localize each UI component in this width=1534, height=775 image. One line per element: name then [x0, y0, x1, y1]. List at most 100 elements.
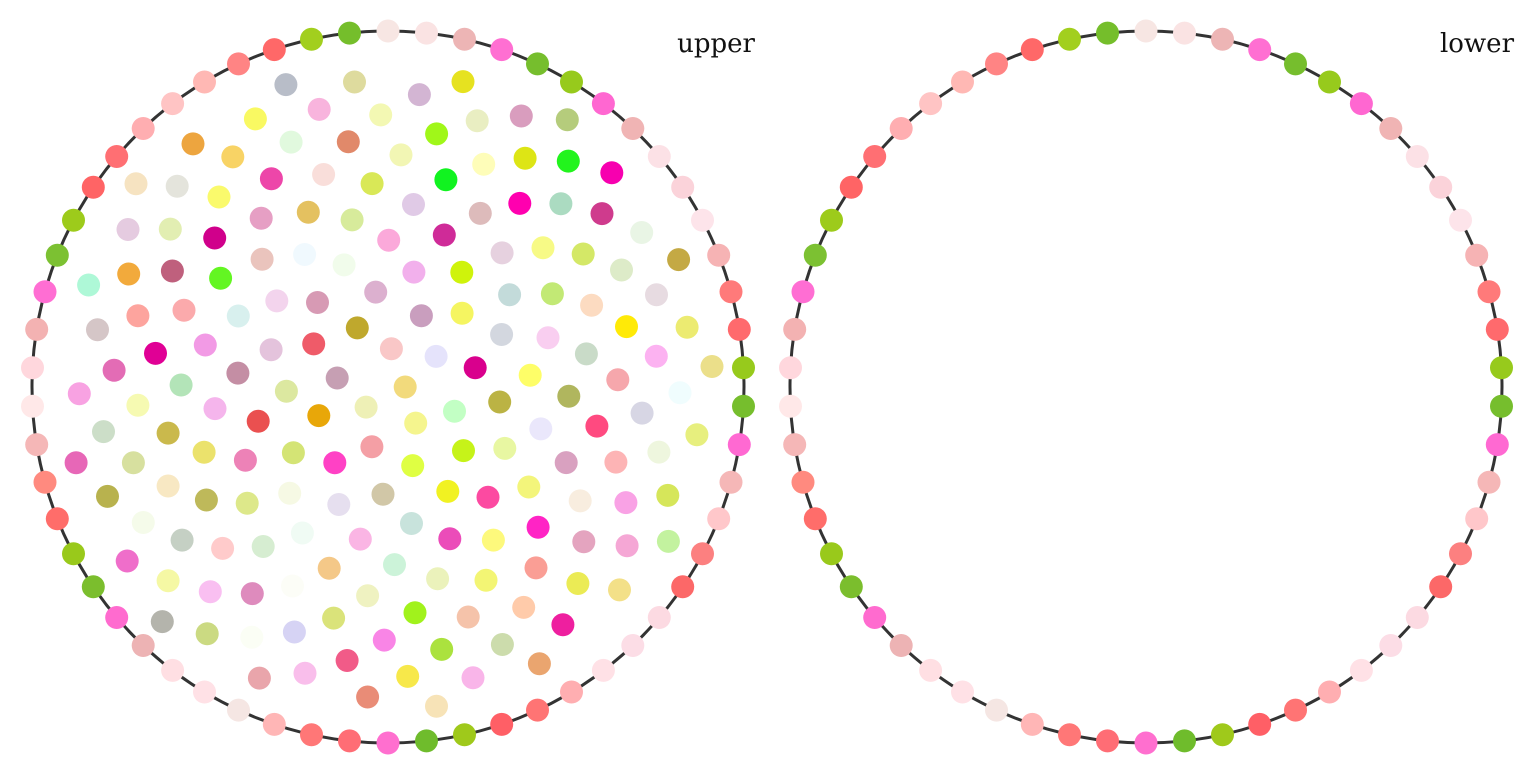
upper-boundary-point: [732, 356, 755, 380]
upper-boundary-point: [193, 680, 216, 704]
upper-boundary-point: [526, 698, 549, 722]
upper-interior-point: [452, 439, 475, 463]
lower-boundary-point: [985, 52, 1008, 76]
upper-boundary-point: [591, 658, 615, 682]
upper-interior-point: [207, 185, 231, 209]
upper-boundary-point: [591, 92, 615, 116]
upper-interior-point: [656, 483, 680, 507]
lower-boundary-point: [863, 145, 887, 168]
upper-interior-point: [402, 260, 426, 284]
upper-interior-point: [614, 491, 638, 515]
upper-boundary-point: [453, 723, 476, 747]
upper-boundary-point: [376, 19, 400, 43]
upper-interior-point: [92, 420, 115, 444]
upper-interior-point: [307, 97, 331, 121]
upper-interior-point: [332, 253, 356, 277]
upper-interior-point: [193, 333, 217, 357]
lower-boundary-point: [1134, 731, 1158, 755]
lower-boundary-point: [1429, 175, 1453, 199]
lower-boundary-point: [1211, 723, 1234, 747]
upper-interior-point: [527, 652, 551, 676]
upper-interior-point: [498, 283, 522, 307]
upper-interior-point: [278, 481, 302, 505]
upper-interior-point: [235, 491, 259, 515]
upper-interior-point: [356, 584, 380, 608]
upper-interior-point: [700, 355, 724, 378]
upper-interior-point: [247, 666, 271, 690]
lower-boundary-point: [1405, 606, 1429, 629]
upper-interior-point: [524, 556, 548, 580]
upper-interior-point: [509, 104, 533, 128]
upper-interior-point: [425, 122, 449, 146]
upper-interior-point: [251, 535, 275, 558]
upper-boundary-point: [21, 356, 44, 380]
upper-boundary-point: [621, 117, 645, 140]
upper-interior-point: [203, 226, 227, 250]
lower-boundary-point: [791, 280, 815, 304]
upper-boundary-point: [300, 27, 323, 51]
lower-boundary-point: [1248, 712, 1272, 736]
upper-boundary-point: [45, 507, 69, 531]
upper-boundary-point: [647, 606, 671, 629]
upper-interior-point: [160, 259, 184, 283]
upper-boundary-point: [707, 507, 731, 531]
lower-boundary-point: [783, 317, 807, 341]
lower-boundary-point: [1465, 243, 1489, 267]
lower-boundary-point: [1405, 145, 1429, 168]
upper-interior-point: [116, 218, 140, 241]
upper-boundary-point: [671, 575, 695, 599]
upper-interior-point: [615, 534, 639, 558]
upper-boundary-point: [131, 117, 155, 140]
upper-interior-point: [402, 193, 425, 216]
upper-interior-point: [117, 262, 141, 286]
upper-interior-point: [240, 582, 264, 606]
upper-boundary-point: [415, 729, 438, 753]
upper-boundary-point: [732, 394, 755, 418]
upper-interior-point: [131, 511, 155, 534]
upper-interior-point: [685, 423, 709, 447]
upper-boundary-point: [25, 317, 49, 341]
upper-interior-point: [383, 553, 406, 577]
upper-interior-point: [364, 280, 388, 304]
upper-interior-point: [156, 421, 180, 445]
upper-interior-point: [126, 304, 150, 328]
upper-boundary-point: [193, 70, 216, 94]
upper-boundary-point: [262, 712, 286, 736]
upper-interior-point: [372, 628, 396, 652]
lower-boundary-point: [889, 117, 913, 140]
upper-interior-point: [274, 379, 298, 403]
upper-interior-point: [281, 574, 304, 598]
upper-interior-point: [181, 132, 205, 156]
upper-interior-point: [360, 172, 384, 196]
upper-interior-point: [667, 248, 691, 272]
upper-interior-point: [240, 625, 264, 649]
upper-interior-point: [536, 326, 560, 350]
upper-interior-point: [426, 567, 450, 591]
upper-interior-point: [150, 610, 174, 634]
upper-interior-point: [293, 661, 317, 685]
upper-boundary-point: [415, 21, 438, 45]
upper-boundary-point: [131, 634, 155, 657]
lower-boundary-point: [1020, 712, 1044, 736]
upper-interior-point: [172, 298, 196, 322]
upper-interior-point: [608, 578, 631, 602]
lower-boundary-point: [803, 243, 827, 267]
upper-interior-point: [250, 247, 274, 271]
upper-interior-point: [317, 556, 341, 580]
upper-boundary-point: [490, 712, 514, 736]
lower-boundary-point: [1020, 38, 1044, 62]
lower-boundary-point: [951, 70, 974, 94]
upper-interior-point: [424, 344, 448, 368]
upper-interior-point: [526, 515, 550, 539]
lower-boundary-point: [1134, 19, 1158, 43]
upper-boundary-point: [81, 175, 105, 199]
upper-boundary-point: [105, 606, 129, 629]
upper-interior-point: [192, 440, 216, 464]
upper-interior-point: [554, 451, 578, 475]
lower-boundary-point: [1058, 723, 1081, 747]
upper-interior-point: [512, 595, 536, 619]
upper-interior-point: [604, 450, 628, 474]
upper-interior-point: [325, 366, 349, 390]
upper-interior-point: [246, 409, 270, 433]
upper-interior-point: [343, 70, 366, 94]
